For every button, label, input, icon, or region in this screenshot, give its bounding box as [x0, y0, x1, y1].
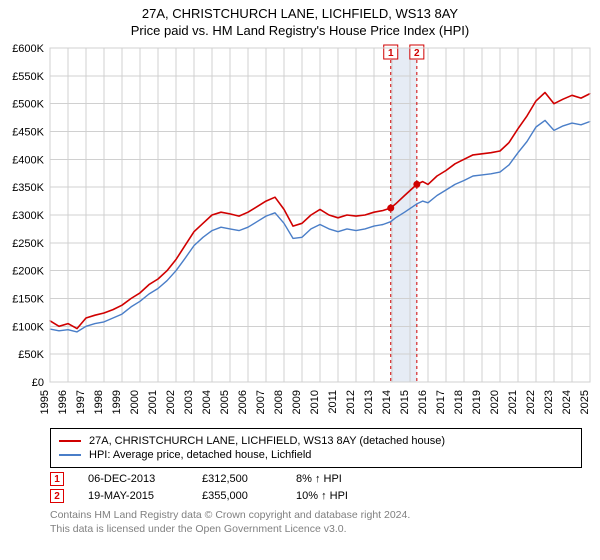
x-tick-label: 1998	[93, 390, 105, 414]
y-tick-label: £300K	[12, 210, 44, 222]
x-tick-label: 2000	[129, 390, 141, 414]
y-tick-label: £500K	[12, 99, 44, 111]
sales-table: 1 06-DEC-2013 £312,500 8% ↑ HPI 2 19-MAY-2015…	[50, 472, 582, 503]
x-tick-label: 2012	[345, 390, 357, 414]
legend-row: 27A, CHRISTCHURCH LANE, LICHFIELD, WS13 …	[59, 435, 573, 447]
x-tick-label: 2006	[237, 390, 249, 414]
y-tick-label: £600K	[12, 43, 44, 55]
sale-badge-label: 2	[414, 48, 420, 59]
sale-marker-dot	[387, 205, 394, 212]
chart-container: £0 £50K £100K £150K £200K £250K £300K £350K £400…	[0, 42, 600, 422]
y-tick-label: £200K	[12, 266, 44, 278]
x-tick-label: 2010	[309, 390, 321, 414]
sale-date: 06-DEC-2013	[88, 473, 178, 485]
footer-line: Contains HM Land Registry data © Crown c…	[50, 509, 582, 523]
footer-attribution: Contains HM Land Registry data © Crown c…	[50, 509, 582, 536]
y-tick-label: £350K	[12, 182, 44, 194]
y-tick-label: £400K	[12, 154, 44, 166]
x-tick-label: 2009	[291, 390, 303, 414]
footer-line: This data is licensed under the Open Gov…	[50, 523, 582, 537]
y-tick-label: £450K	[12, 127, 44, 139]
x-tick-label: 1997	[75, 390, 87, 414]
x-tick-label: 2013	[363, 390, 375, 414]
sale-price: £355,000	[202, 490, 272, 502]
x-tick-label: 2015	[399, 390, 411, 414]
x-tick-label: 2016	[417, 390, 429, 414]
x-tick-label: 2017	[435, 390, 447, 414]
x-tick-label: 2020	[489, 390, 501, 414]
sale-badge: 1	[50, 472, 64, 486]
x-tick-label: 2023	[543, 390, 555, 414]
y-tick-label: £550K	[12, 71, 44, 83]
sale-price: £312,500	[202, 473, 272, 485]
legend-label: 27A, CHRISTCHURCH LANE, LICHFIELD, WS13 …	[89, 435, 445, 447]
sale-badge: 2	[50, 489, 64, 503]
sale-badge-label: 1	[388, 48, 394, 59]
x-tick-label: 2008	[273, 390, 285, 414]
legend-swatch	[59, 440, 81, 442]
x-tick-label: 2004	[201, 390, 213, 414]
x-tick-label: 2003	[183, 390, 195, 414]
x-tick-label: 2024	[561, 390, 573, 414]
sale-delta: 10% ↑ HPI	[296, 490, 376, 502]
sales-row: 2 19-MAY-2015 £355,000 10% ↑ HPI	[50, 489, 582, 503]
x-tick-label: 1995	[39, 390, 51, 414]
x-tick-label: 1999	[111, 390, 123, 414]
y-tick-label: £150K	[12, 294, 44, 306]
x-tick-label: 2002	[165, 390, 177, 414]
sale-delta: 8% ↑ HPI	[296, 473, 376, 485]
x-tick-label: 2001	[147, 390, 159, 414]
x-tick-label: 2014	[381, 390, 393, 414]
sale-marker-dot	[413, 181, 420, 188]
x-tick-label: 2018	[453, 390, 465, 414]
legend: 27A, CHRISTCHURCH LANE, LICHFIELD, WS13 …	[50, 428, 582, 468]
x-tick-label: 2019	[471, 390, 483, 414]
line-chart: £0 £50K £100K £150K £200K £250K £300K £350K £400…	[0, 42, 600, 422]
sale-date: 19-MAY-2015	[88, 490, 178, 502]
y-tick-label: £0	[32, 377, 44, 389]
x-tick-label: 2011	[327, 390, 339, 414]
legend-swatch	[59, 454, 81, 456]
y-tick-label: £100K	[12, 321, 44, 333]
page-subtitle: Price paid vs. HM Land Registry's House …	[0, 21, 600, 42]
legend-row: HPI: Average price, detached house, Lich…	[59, 449, 573, 461]
page-title: 27A, CHRISTCHURCH LANE, LICHFIELD, WS13 …	[0, 0, 600, 21]
x-tick-label: 2021	[507, 390, 519, 414]
sales-row: 1 06-DEC-2013 £312,500 8% ↑ HPI	[50, 472, 582, 486]
x-tick-label: 2025	[579, 390, 591, 414]
x-tick-label: 1996	[57, 390, 69, 414]
y-tick-label: £50K	[18, 349, 44, 361]
x-tick-label: 2022	[525, 390, 537, 414]
legend-label: HPI: Average price, detached house, Lich…	[89, 449, 311, 461]
x-tick-label: 2005	[219, 390, 231, 414]
y-tick-label: £250K	[12, 238, 44, 250]
x-tick-label: 2007	[255, 390, 267, 414]
